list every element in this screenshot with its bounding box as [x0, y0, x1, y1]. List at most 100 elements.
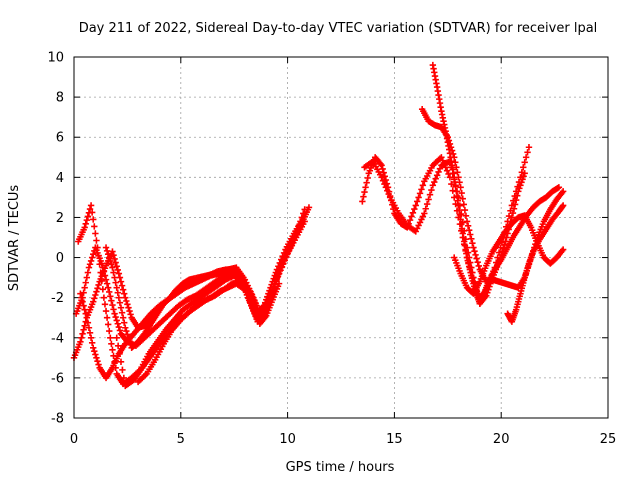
data-point	[512, 196, 520, 204]
data-point	[87, 202, 95, 209]
y-tick-label: 0	[56, 251, 64, 266]
data-point	[475, 262, 482, 270]
data-point	[469, 239, 476, 247]
data-point	[279, 261, 286, 268]
data-point	[117, 358, 125, 366]
data-point	[419, 182, 427, 189]
data-point	[101, 301, 109, 308]
data-point	[113, 334, 120, 341]
data-point	[117, 278, 125, 285]
data-point	[82, 279, 89, 286]
data-point	[90, 216, 97, 223]
data-point	[125, 304, 132, 311]
data-point	[468, 235, 475, 243]
data-point	[245, 294, 253, 301]
data-point	[110, 252, 117, 259]
data-point	[122, 294, 129, 301]
data-point	[103, 280, 111, 287]
data-point	[99, 286, 107, 293]
data-point	[457, 184, 464, 191]
data-point	[114, 342, 122, 349]
data-point	[79, 298, 86, 305]
series-arc-13	[451, 212, 567, 297]
data-point	[86, 261, 94, 268]
data-point	[107, 334, 114, 341]
data-point	[264, 293, 271, 300]
data-point	[443, 167, 451, 174]
data-point	[361, 188, 368, 196]
data-point	[518, 179, 525, 186]
data-point	[84, 319, 92, 326]
data-point	[378, 174, 385, 181]
y-tick-label: 2	[56, 211, 64, 226]
data-point	[385, 190, 392, 198]
data-point	[426, 191, 434, 198]
data-point	[84, 213, 92, 220]
data-point	[115, 323, 123, 331]
data-point	[445, 137, 453, 144]
series-arc-7	[134, 278, 283, 386]
data-point	[249, 303, 256, 310]
data-point	[277, 264, 285, 271]
data-point	[413, 198, 421, 205]
data-point	[112, 279, 119, 286]
data-point	[508, 202, 516, 209]
data-point	[449, 150, 457, 158]
data-point	[103, 247, 111, 255]
data-point	[460, 201, 468, 208]
data-point	[521, 170, 528, 177]
data-point	[126, 337, 133, 345]
data-point	[280, 257, 288, 265]
data-point	[453, 164, 460, 171]
x-tick-label: 5	[177, 432, 185, 447]
x-tick-label: 0	[70, 432, 78, 447]
data-point	[112, 259, 119, 266]
data-point	[118, 309, 126, 316]
data-point	[82, 310, 89, 317]
data-point	[433, 172, 441, 179]
data-point	[80, 289, 87, 296]
data-point	[263, 296, 270, 303]
data-point	[122, 324, 129, 331]
y-tick-label: 4	[56, 171, 64, 186]
data-point	[87, 334, 95, 341]
data-point	[104, 251, 112, 258]
data-point	[520, 173, 527, 180]
data-point	[82, 220, 89, 227]
data-point	[422, 205, 429, 212]
data-point	[502, 238, 509, 245]
data-point	[416, 190, 424, 197]
data-point	[511, 201, 519, 208]
data-point	[458, 189, 465, 197]
data-point	[78, 334, 85, 341]
data-point	[429, 182, 437, 189]
data-point	[106, 254, 113, 261]
data-point	[520, 164, 527, 171]
data-point	[462, 212, 470, 219]
data-point	[275, 271, 282, 278]
data-point	[524, 149, 531, 156]
data-point	[364, 174, 371, 182]
y-tick-label: 8	[56, 91, 64, 106]
data-point	[91, 295, 98, 302]
data-point	[456, 179, 463, 186]
data-point	[406, 216, 414, 224]
data-point	[85, 264, 93, 271]
data-point	[452, 159, 459, 166]
data-point	[83, 274, 91, 281]
data-point	[106, 288, 113, 296]
data-point	[431, 178, 438, 186]
data-point	[113, 263, 120, 270]
data-point	[78, 294, 85, 301]
data-point	[114, 266, 121, 274]
data-point	[95, 361, 102, 368]
data-point	[87, 257, 95, 265]
data-point	[363, 179, 370, 186]
data-point	[120, 374, 128, 382]
data-point	[451, 154, 458, 161]
data-point	[248, 300, 255, 307]
data-point	[446, 140, 454, 148]
data-point	[515, 188, 522, 195]
data-point	[244, 291, 252, 298]
